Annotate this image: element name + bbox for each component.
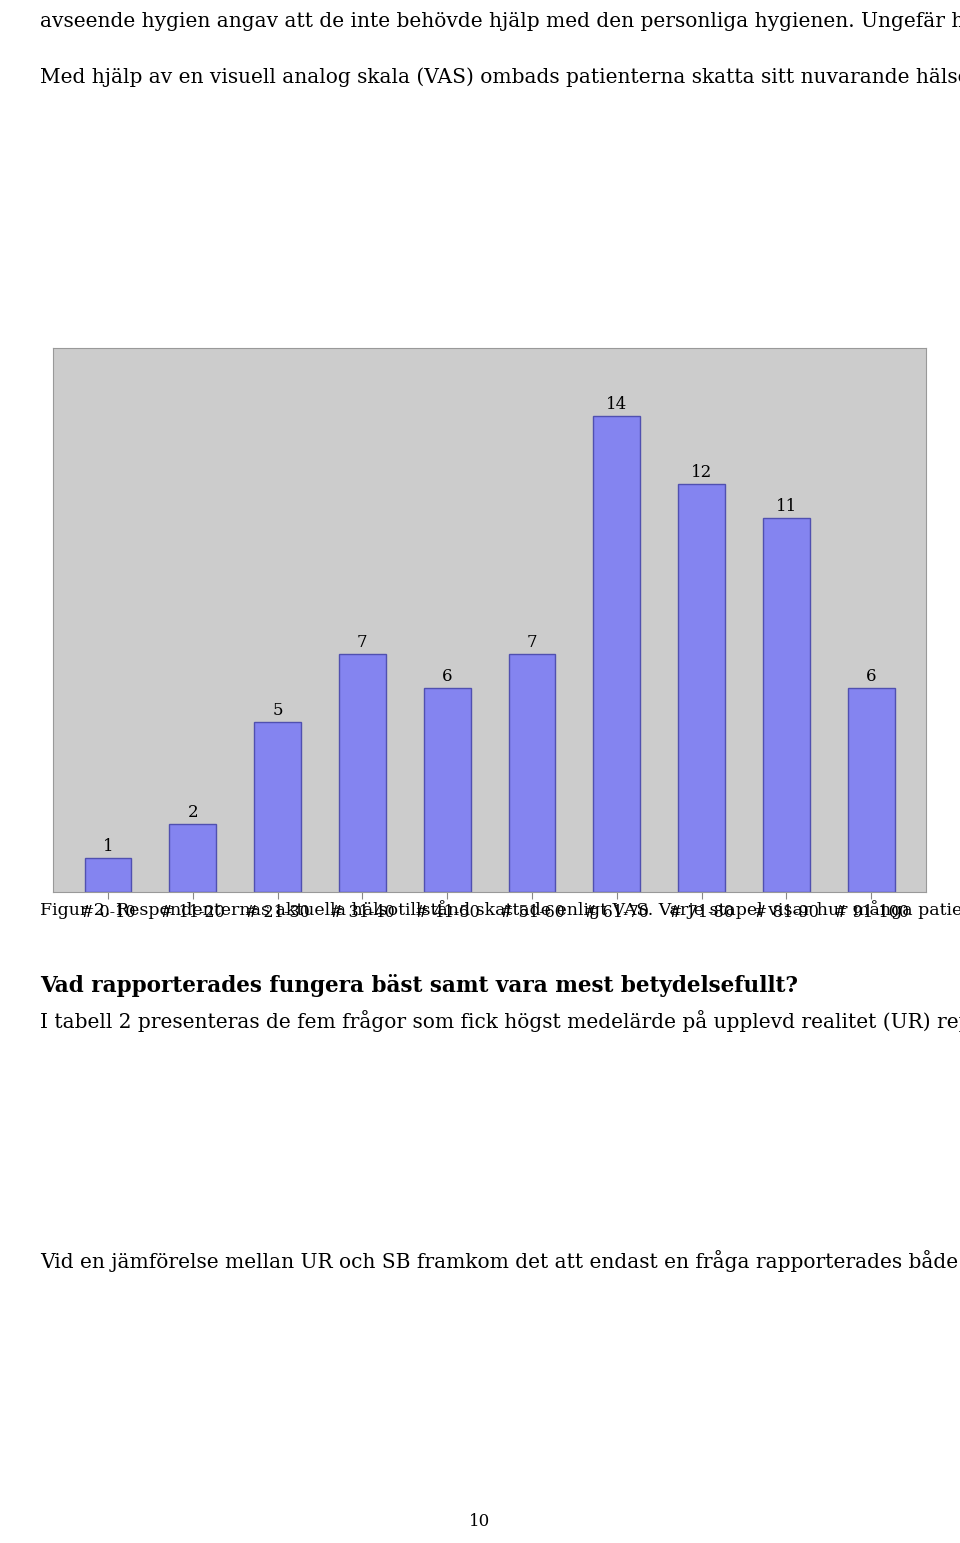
Bar (169, 824, 216, 892)
Text: 11: 11 (776, 497, 797, 515)
Text: 6: 6 (866, 668, 876, 685)
Text: 2: 2 (187, 804, 198, 821)
Bar (848, 688, 895, 892)
Text: 6: 6 (442, 668, 452, 685)
Text: I tabell 2 presenteras de fem frågor som fick högst medelärde på upplevd realite: I tabell 2 presenteras de fem frågor som… (40, 1011, 960, 1032)
Bar (593, 417, 640, 892)
Bar (84, 858, 132, 892)
Bar (339, 654, 386, 892)
Bar (424, 688, 470, 892)
Text: 14: 14 (606, 395, 628, 412)
Bar (679, 485, 725, 892)
Text: avseende hygien angav att de inte behövde hjälp med den personliga hygienen. Ung: avseende hygien angav att de inte behövd… (40, 8, 960, 86)
Text: Figur 2. Respondenternas aktuella hälsotillstånd skattade enligt VAS. Varje stap: Figur 2. Respondenternas aktuella hälsot… (40, 900, 960, 920)
Text: Vid en jämförelse mellan UR och SB framkom det att endast en fråga rapporterades: Vid en jämförelse mellan UR och SB framk… (40, 1250, 960, 1271)
Bar (763, 518, 810, 892)
Text: 10: 10 (469, 1514, 491, 1531)
Bar (254, 722, 300, 892)
Text: 5: 5 (273, 702, 283, 719)
Text: Vad rapporterades fungera bäst samt vara mest betydelsefullt?: Vad rapporterades fungera bäst samt vara… (40, 974, 799, 997)
Text: 1: 1 (103, 838, 113, 855)
Bar (509, 654, 555, 892)
Text: 7: 7 (357, 634, 368, 651)
Text: 12: 12 (691, 463, 712, 480)
Text: 7: 7 (527, 634, 538, 651)
